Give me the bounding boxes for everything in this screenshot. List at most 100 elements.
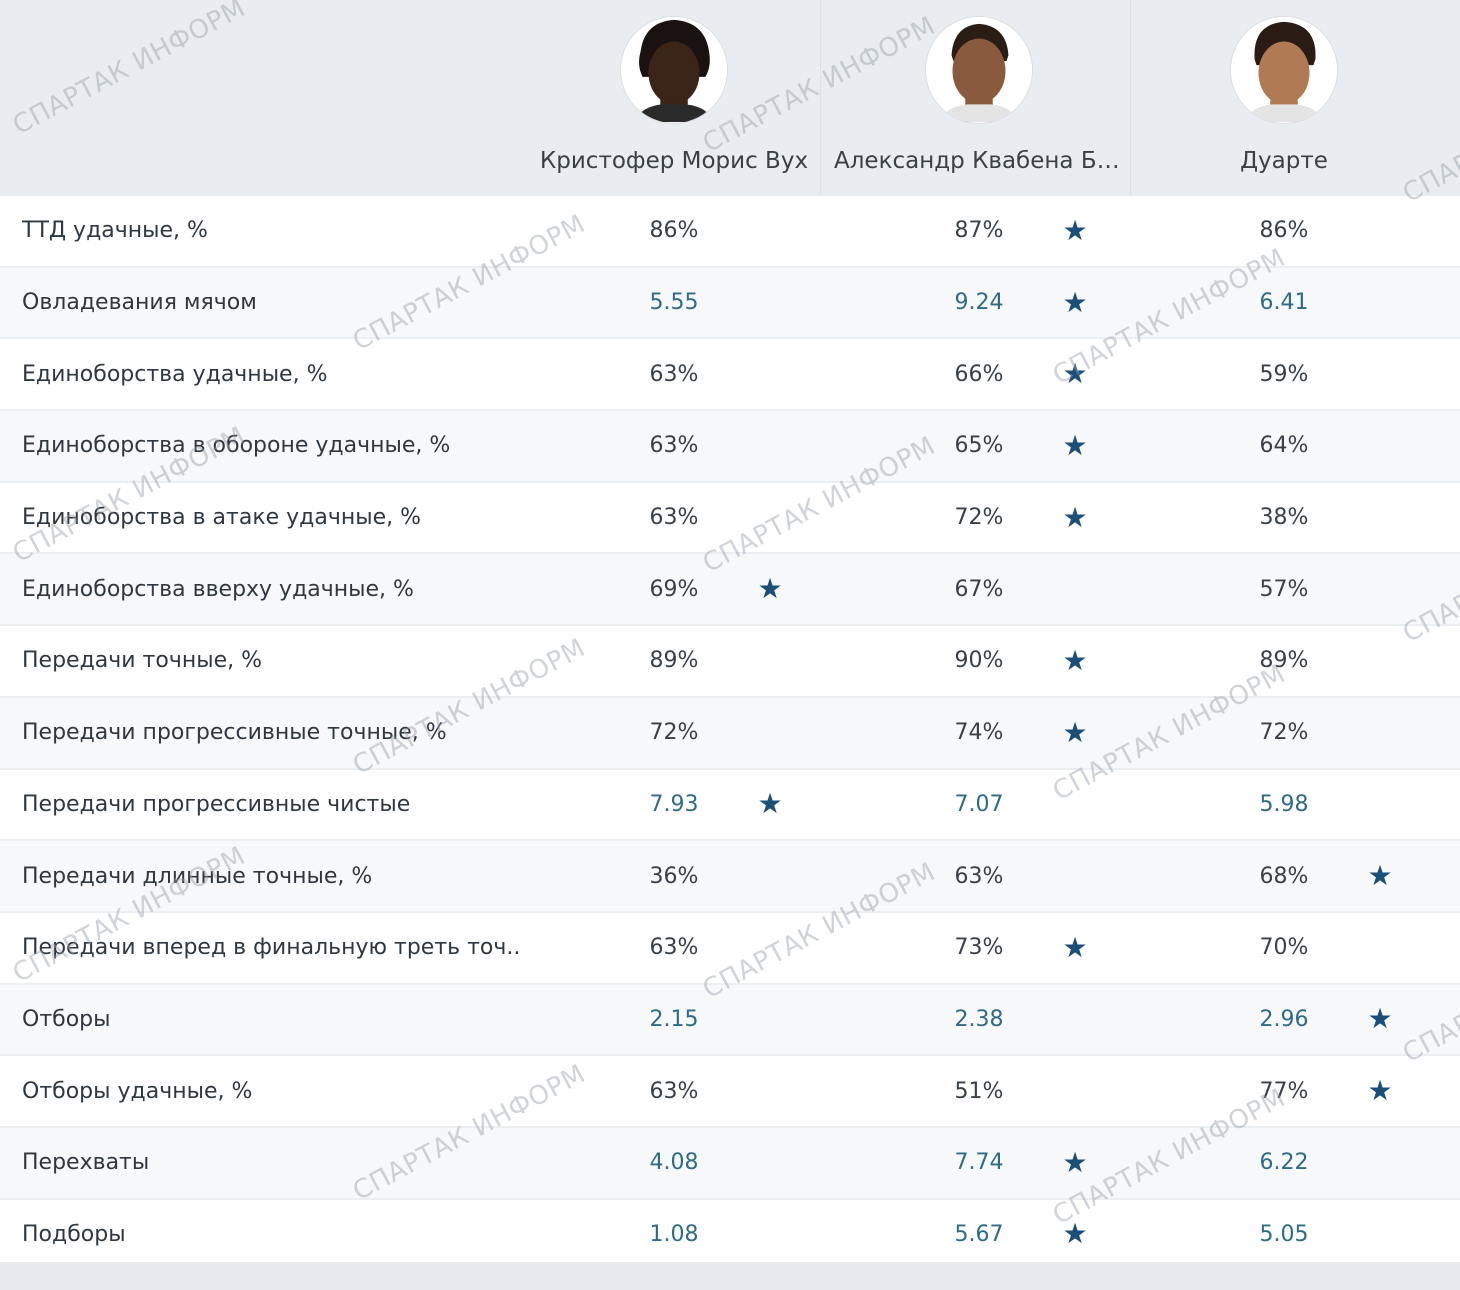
metric-label: Отборы bbox=[22, 1006, 111, 1032]
metric-value: 90% bbox=[954, 648, 1004, 674]
metric-value: 36% bbox=[649, 863, 699, 889]
metric-value: 6.41 bbox=[1259, 290, 1309, 316]
metric-value: 67% bbox=[954, 576, 1004, 602]
metric-label: Перехваты bbox=[22, 1150, 150, 1176]
star-icon: ★ bbox=[757, 787, 783, 821]
metric-value: 7.74 bbox=[954, 1150, 1004, 1176]
metric-value: 9.24 bbox=[954, 290, 1004, 316]
metric-value: 2.96 bbox=[1259, 1006, 1309, 1032]
metric-value: 57% bbox=[1259, 576, 1309, 602]
metric-label: ТТД удачные, % bbox=[22, 218, 208, 244]
metric-value: 72% bbox=[1259, 720, 1309, 746]
table-row: Передачи вперед в финальную треть точ...… bbox=[0, 912, 1460, 985]
metric-value: 72% bbox=[954, 505, 1004, 531]
star-icon: ★ bbox=[1062, 930, 1088, 964]
metric-label: Единоборства в атаке удачные, % bbox=[22, 505, 422, 531]
metric-value: 72% bbox=[649, 720, 699, 746]
metric-value: 63% bbox=[649, 433, 699, 459]
metric-value: 86% bbox=[1259, 218, 1309, 244]
player-name[interactable]: Александр Квабена Ба... bbox=[834, 148, 1124, 174]
comparison-header: Кристофер Морис Вух Александр Квабена Ба… bbox=[0, 0, 1460, 196]
table-row: Отборы 2.15 2.38 2.96 ★ bbox=[0, 984, 1460, 1057]
metric-value: 59% bbox=[1259, 361, 1309, 387]
star-icon: ★ bbox=[1062, 285, 1088, 319]
metric-label: Единоборства вверху удачные, % bbox=[22, 576, 414, 602]
metric-value: 89% bbox=[1259, 648, 1309, 674]
metric-value: 70% bbox=[1259, 935, 1309, 961]
metric-label: Передачи вперед в финальную треть точ... bbox=[22, 935, 522, 961]
table-row: Отборы удачные, % 63% 51% 77% ★ bbox=[0, 1056, 1460, 1128]
avatar[interactable] bbox=[620, 16, 728, 124]
metric-value: 73% bbox=[954, 935, 1004, 961]
table-row: Единоборства в обороне удачные, % 63% 65% 6… bbox=[0, 411, 1460, 483]
metric-label: Передачи точные, % bbox=[22, 648, 263, 674]
metric-label: Отборы удачные, % bbox=[22, 1078, 253, 1104]
metric-value: 63% bbox=[649, 1078, 699, 1104]
metric-value: 2.15 bbox=[649, 1006, 699, 1032]
table-row: Подборы 1.08 5.67 5.05 ★ bbox=[0, 1199, 1460, 1272]
table-row: Единоборства удачные, % 63% 66% 59% ★ bbox=[0, 339, 1460, 412]
table-row: Передачи длинные точные, % 36% 63% 68% ★ bbox=[0, 841, 1460, 913]
player-photo bbox=[926, 17, 1032, 122]
metric-label: Передачи прогрессивные чистые bbox=[22, 791, 411, 817]
metric-value: 86% bbox=[649, 218, 699, 244]
stats-table: ТТД удачные, % 86% 87% 86% ★ Овладевания мячо… bbox=[0, 196, 1460, 1272]
metric-value: 63% bbox=[954, 863, 1004, 889]
metric-value: 5.67 bbox=[954, 1221, 1004, 1247]
metric-value: 6.22 bbox=[1259, 1150, 1309, 1176]
table-row: Единоборства вверху удачные, % 69% 67% 57% ★ bbox=[0, 554, 1460, 627]
column-divider bbox=[1130, 0, 1131, 196]
metric-label: Единоборства удачные, % bbox=[22, 361, 328, 387]
metric-value: 68% bbox=[1259, 863, 1309, 889]
star-icon: ★ bbox=[1062, 1145, 1088, 1179]
star-icon: ★ bbox=[1062, 1217, 1088, 1251]
player-column-3[interactable]: Дуарте bbox=[1134, 0, 1434, 196]
metric-value: 69% bbox=[649, 576, 699, 602]
metric-label: Передачи длинные точные, % bbox=[22, 863, 373, 889]
player-name[interactable]: Дуарте bbox=[1240, 148, 1328, 174]
metric-value: 1.08 bbox=[649, 1221, 699, 1247]
star-icon: ★ bbox=[1062, 643, 1088, 677]
metric-value: 63% bbox=[649, 505, 699, 531]
player-name[interactable]: Кристофер Морис Вух bbox=[539, 148, 809, 174]
metric-value: 7.93 bbox=[649, 791, 699, 817]
metric-value: 65% bbox=[954, 433, 1004, 459]
metric-value: 51% bbox=[954, 1078, 1004, 1104]
avatar[interactable] bbox=[1230, 16, 1338, 124]
metric-value: 77% bbox=[1259, 1078, 1309, 1104]
metric-value: 4.08 bbox=[649, 1150, 699, 1176]
table-row: Передачи прогрессивные чистые 7.93 7.07 5.9… bbox=[0, 769, 1460, 842]
player-photo bbox=[1231, 17, 1337, 122]
metric-value: 66% bbox=[954, 361, 1004, 387]
avatar[interactable] bbox=[925, 16, 1033, 124]
metric-value: 64% bbox=[1259, 433, 1309, 459]
player-photo bbox=[621, 17, 727, 122]
star-icon: ★ bbox=[1062, 428, 1088, 462]
metric-value: 5.98 bbox=[1259, 791, 1309, 817]
table-row: ТТД удачные, % 86% 87% 86% ★ bbox=[0, 196, 1460, 268]
metric-value: 38% bbox=[1259, 505, 1309, 531]
metric-value: 89% bbox=[649, 648, 699, 674]
table-row: Передачи точные, % 89% 90% 89% ★ bbox=[0, 626, 1460, 698]
star-icon: ★ bbox=[757, 572, 783, 606]
column-divider bbox=[820, 0, 821, 196]
metric-value: 2.38 bbox=[954, 1006, 1004, 1032]
table-row: Единоборства в атаке удачные, % 63% 72% 38%… bbox=[0, 482, 1460, 555]
metric-value: 5.05 bbox=[1259, 1221, 1309, 1247]
table-footer bbox=[0, 1262, 1460, 1290]
metric-value: 5.55 bbox=[649, 290, 699, 316]
metric-value: 87% bbox=[954, 218, 1004, 244]
metric-value: 74% bbox=[954, 720, 1004, 746]
metric-label: Передачи прогрессивные точные, % bbox=[22, 720, 447, 746]
table-row: Передачи прогрессивные точные, % 72% 74% 72… bbox=[0, 697, 1460, 770]
table-row: Овладевания мячом 5.55 9.24 6.41 ★ bbox=[0, 267, 1460, 340]
star-icon: ★ bbox=[1062, 213, 1088, 247]
star-icon: ★ bbox=[1062, 357, 1088, 391]
star-icon: ★ bbox=[1367, 1002, 1393, 1036]
player-column-1[interactable]: Кристофер Морис Вух bbox=[524, 0, 824, 196]
player-column-2[interactable]: Александр Квабена Ба... bbox=[829, 0, 1129, 196]
metric-label: Овладевания мячом bbox=[22, 290, 257, 316]
star-icon: ★ bbox=[1062, 715, 1088, 749]
star-icon: ★ bbox=[1062, 500, 1088, 534]
metric-label: Единоборства в обороне удачные, % bbox=[22, 433, 451, 459]
